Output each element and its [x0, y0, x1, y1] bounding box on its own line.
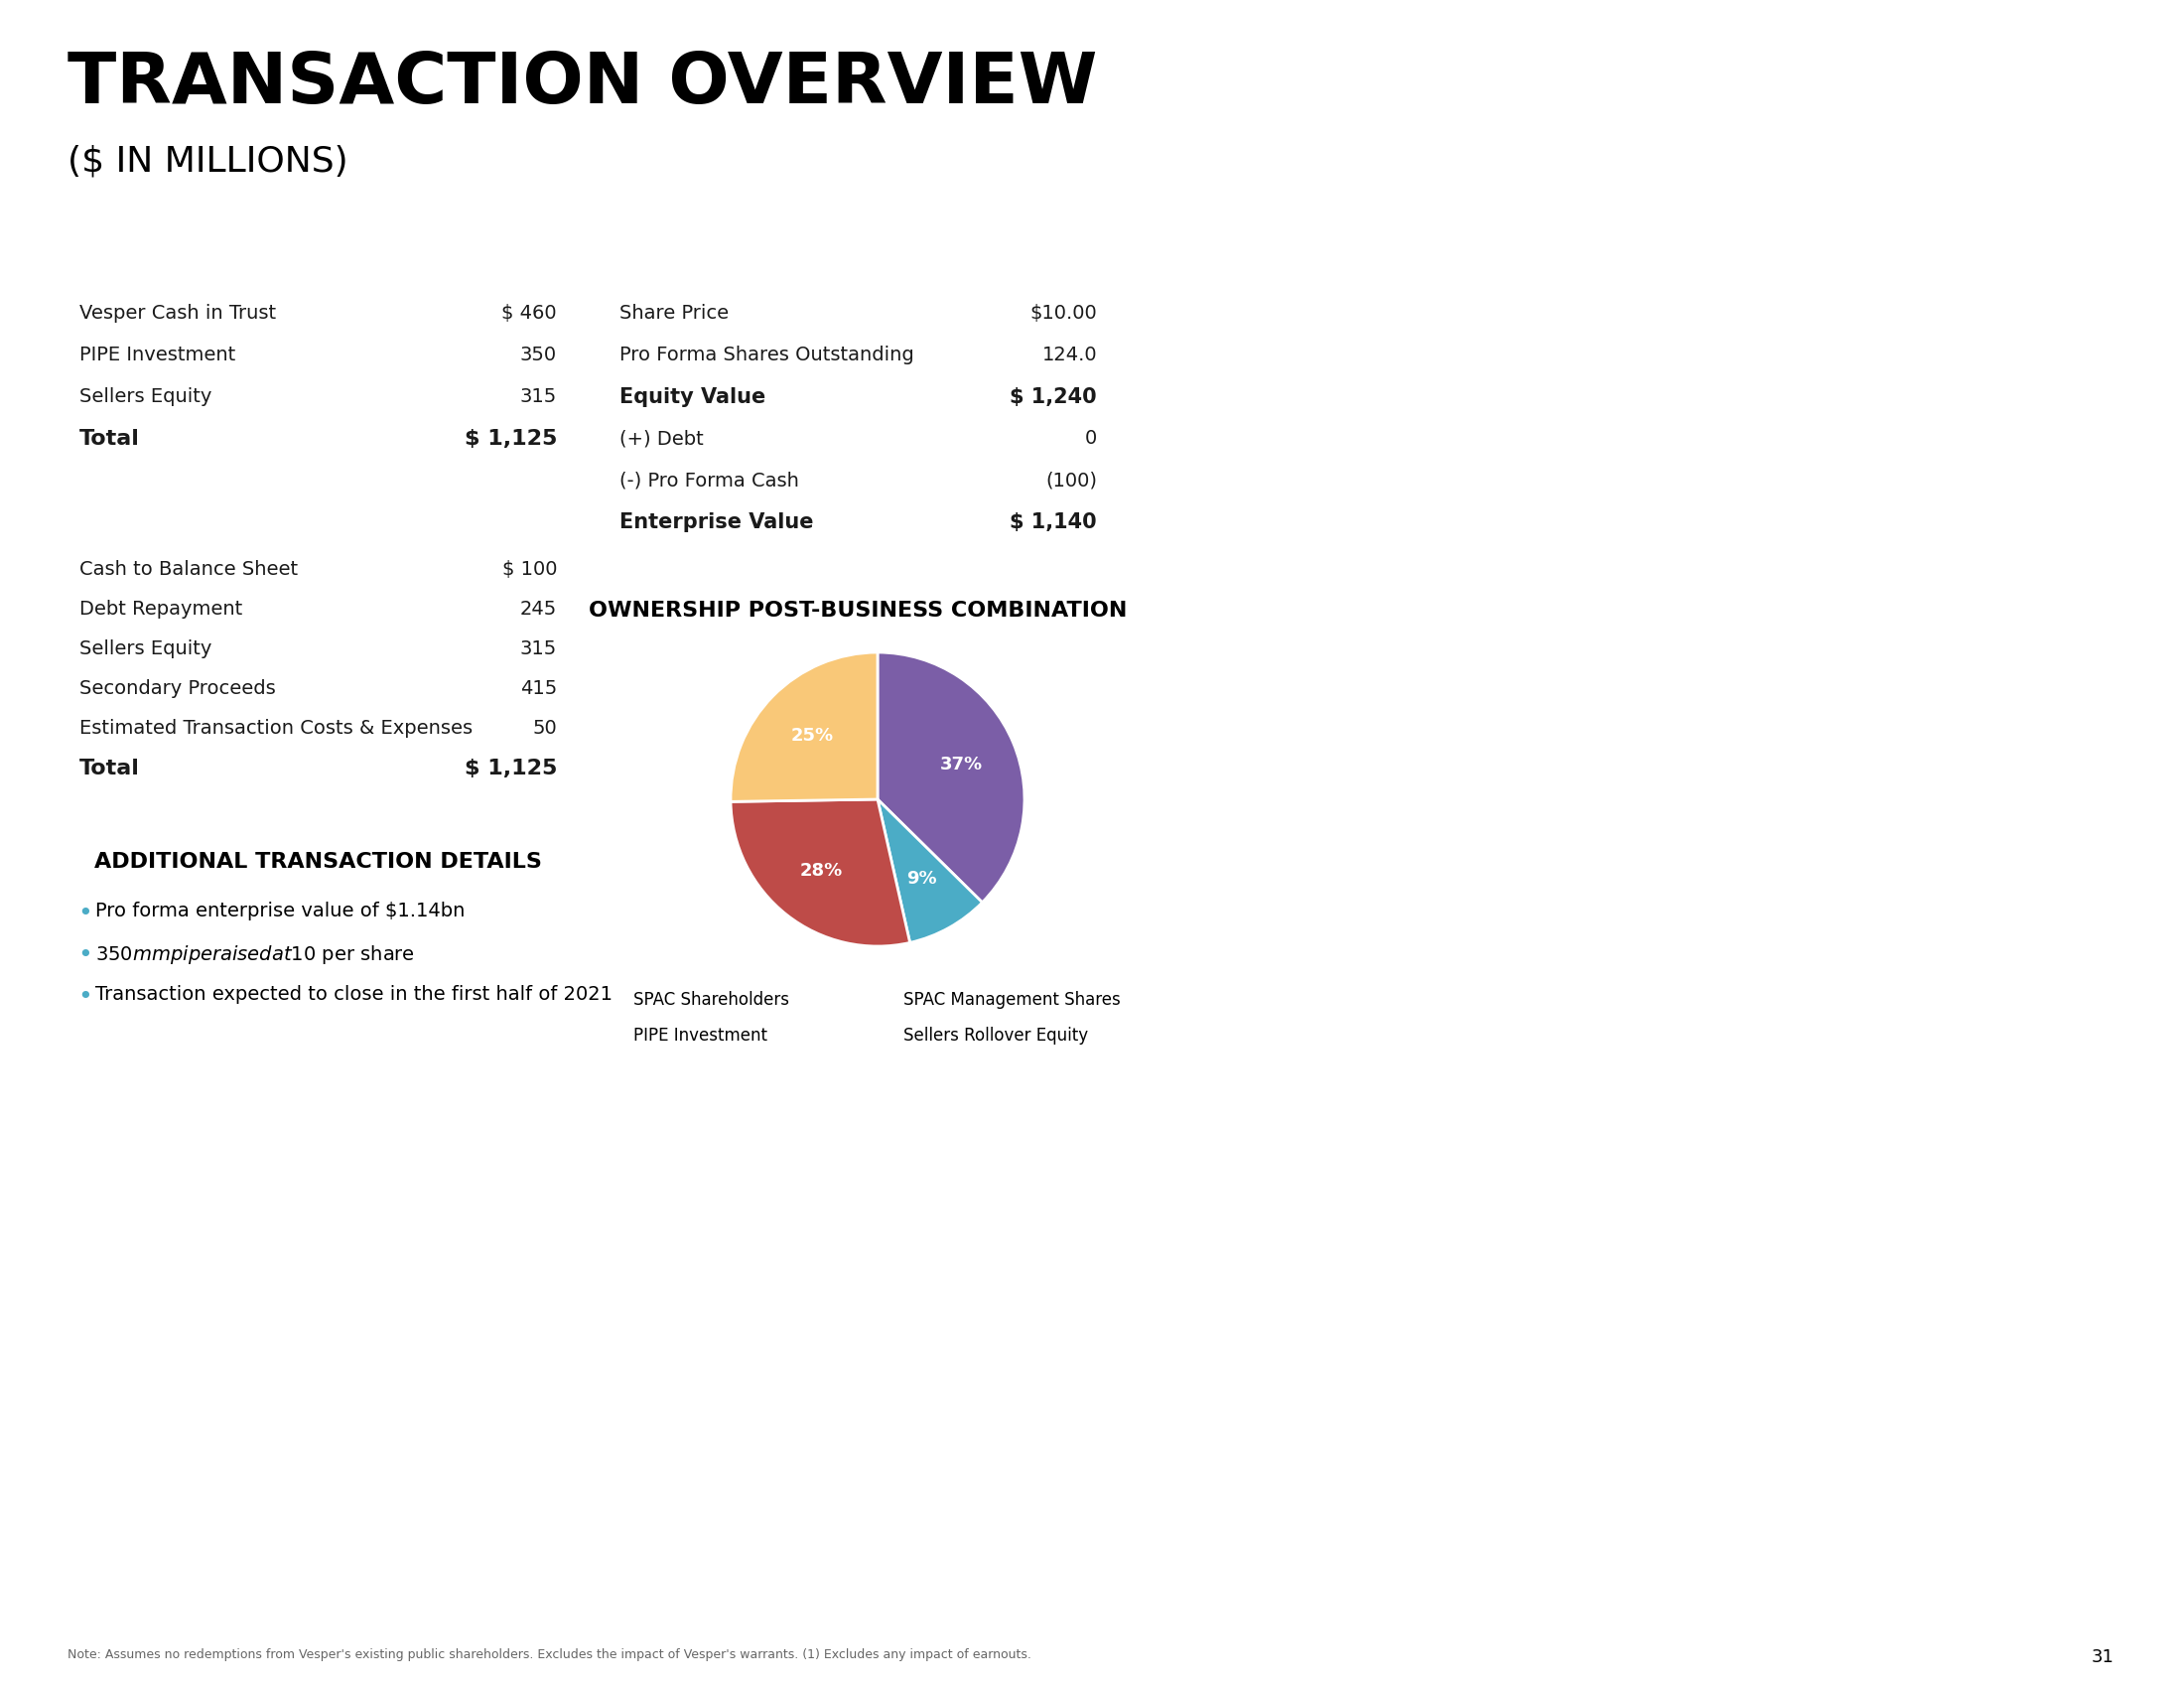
Text: •: •	[76, 944, 92, 967]
Text: PIPE Investment: PIPE Investment	[633, 1026, 767, 1045]
Text: SPAC Shareholders: SPAC Shareholders	[633, 991, 788, 1009]
Text: 37%: 37%	[939, 755, 983, 773]
Text: Cash to Balance Sheet: Cash to Balance Sheet	[79, 560, 297, 579]
Text: TRANSACTION OVERVIEW: TRANSACTION OVERVIEW	[68, 49, 1096, 118]
Text: SPAC Management Shares: SPAC Management Shares	[904, 991, 1120, 1009]
Text: Sellers Equity: Sellers Equity	[79, 640, 212, 658]
Text: Note: Assumes no redemptions from Vesper's existing public shareholders. Exclude: Note: Assumes no redemptions from Vesper…	[68, 1647, 1031, 1661]
Text: Pro forma enterprise value of $1.14bn: Pro forma enterprise value of $1.14bn	[96, 901, 465, 920]
Text: Total: Total	[79, 758, 140, 778]
Text: Sources: Sources	[79, 263, 179, 284]
Text: Enterprise Value: Enterprise Value	[620, 513, 812, 532]
Text: $ 1,140: $ 1,140	[1009, 513, 1096, 532]
Text: PIPE Investment: PIPE Investment	[79, 346, 236, 365]
Text: Total: Total	[79, 429, 140, 449]
Text: (100): (100)	[1046, 471, 1096, 490]
Wedge shape	[732, 652, 878, 802]
Text: 50: 50	[533, 719, 557, 738]
Text: $350mm pipe raised at $10 per share: $350mm pipe raised at $10 per share	[96, 944, 415, 966]
Text: $ 1,125: $ 1,125	[465, 758, 557, 778]
Text: 415: 415	[520, 679, 557, 699]
Text: (-) Pro Forma Cash: (-) Pro Forma Cash	[620, 471, 799, 490]
Text: ADDITIONAL TRANSACTION DETAILS: ADDITIONAL TRANSACTION DETAILS	[94, 852, 542, 871]
Text: $ 460: $ 460	[502, 304, 557, 322]
Text: •: •	[76, 986, 92, 1009]
Text: 9%: 9%	[906, 869, 937, 888]
Text: Sellers Rollover Equity: Sellers Rollover Equity	[904, 1026, 1088, 1045]
Text: Vesper Cash in Trust: Vesper Cash in Trust	[79, 304, 275, 322]
Wedge shape	[732, 800, 911, 947]
Text: OWNERSHIP POST-BUSINESS COMBINATION: OWNERSHIP POST-BUSINESS COMBINATION	[587, 601, 1127, 621]
Text: Pro Forma Valuation(1): Pro Forma Valuation(1)	[620, 263, 909, 284]
Text: Uses: Uses	[79, 520, 138, 540]
Text: Sellers Equity: Sellers Equity	[79, 387, 212, 407]
Text: Debt Repayment: Debt Repayment	[79, 599, 242, 618]
Text: 245: 245	[520, 599, 557, 618]
Text: Transaction expected to close in the first half of 2021: Transaction expected to close in the fir…	[96, 986, 612, 1004]
Text: Secondary Proceeds: Secondary Proceeds	[79, 679, 275, 699]
Text: 31: 31	[2092, 1647, 2114, 1666]
Text: 315: 315	[520, 640, 557, 658]
Text: Equity Value: Equity Value	[620, 387, 767, 407]
Text: Share Price: Share Price	[620, 304, 729, 322]
Text: 315: 315	[520, 387, 557, 407]
Text: ($ IN MILLIONS): ($ IN MILLIONS)	[68, 143, 347, 177]
Text: $ 1,240: $ 1,240	[1009, 387, 1096, 407]
Text: 350: 350	[520, 346, 557, 365]
Wedge shape	[878, 652, 1024, 903]
Text: Pro Forma Shares Outstanding: Pro Forma Shares Outstanding	[620, 346, 915, 365]
Text: $10.00: $10.00	[1029, 304, 1096, 322]
Text: $ 1,125: $ 1,125	[465, 429, 557, 449]
Text: 25%: 25%	[791, 726, 834, 744]
Wedge shape	[878, 800, 983, 942]
Text: 124.0: 124.0	[1042, 346, 1096, 365]
Text: 28%: 28%	[799, 863, 843, 879]
Text: 0: 0	[1085, 429, 1096, 447]
Text: (+) Debt: (+) Debt	[620, 429, 703, 447]
Text: Estimated Transaction Costs & Expenses: Estimated Transaction Costs & Expenses	[79, 719, 472, 738]
Text: $ 100: $ 100	[502, 560, 557, 579]
Text: •: •	[76, 901, 92, 925]
